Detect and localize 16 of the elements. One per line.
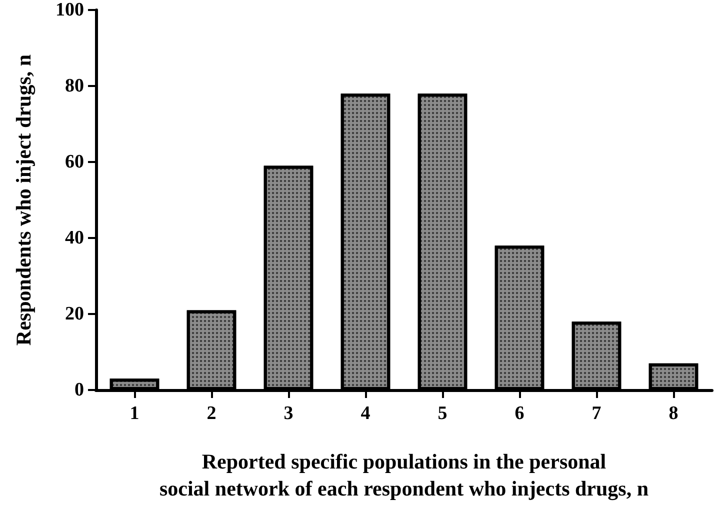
y-axis-title: Respondents who inject drugs, n bbox=[12, 54, 36, 346]
x-tick-label: 4 bbox=[360, 403, 371, 424]
x-axis-title: Reported specific populations in the personal social network of each respondent who injects drugs, n bbox=[159, 450, 649, 500]
y-tick-label: 40 bbox=[65, 228, 84, 248]
y-tick-label: 60 bbox=[65, 152, 84, 172]
y-tick-label: 20 bbox=[65, 304, 84, 324]
y-tick-label: 100 bbox=[56, 0, 84, 20]
y-tick-label: 0 bbox=[74, 380, 84, 400]
y-tick-label: 80 bbox=[65, 76, 84, 96]
x-tick-label: 8 bbox=[668, 403, 678, 424]
x-tick-label: 5 bbox=[438, 403, 448, 424]
x-tick-label: 3 bbox=[284, 403, 294, 424]
x-tick-label: 2 bbox=[206, 403, 216, 424]
x-tick-label: 6 bbox=[514, 403, 524, 424]
x-tick-label: 7 bbox=[592, 403, 602, 424]
x-tick-label: 1 bbox=[130, 403, 140, 424]
